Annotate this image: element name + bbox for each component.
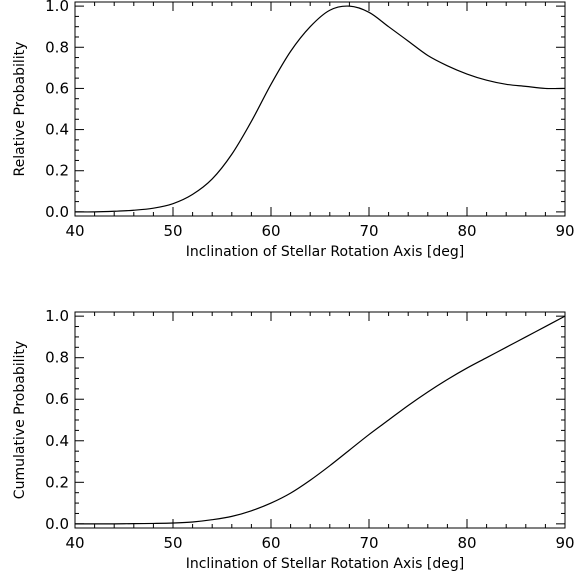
y-axis-title: Relative Probability xyxy=(12,42,28,177)
x-tick-label: 40 xyxy=(65,222,84,240)
x-tick-label: 90 xyxy=(555,222,574,240)
y-tick-label: 0.8 xyxy=(45,38,69,56)
y-tick-label: 0.6 xyxy=(45,390,69,408)
plot-frame xyxy=(74,311,566,529)
x-tick-label: 90 xyxy=(555,534,574,552)
relative-probability-panel: 40 50 60 70 80 90 0.0 0.2 0.4 0.6 0.8 1.0 Inclinatio… xyxy=(12,0,574,260)
x-tick-label: 80 xyxy=(457,534,476,552)
plot-frame xyxy=(74,1,566,217)
y-tick-label: 0.4 xyxy=(45,121,69,139)
y-tick-label: 0.8 xyxy=(45,349,69,367)
y-tick-label: 0.0 xyxy=(45,515,69,533)
y-tick-label: 0.0 xyxy=(45,203,69,221)
x-tick-label: 70 xyxy=(359,222,378,240)
series-line xyxy=(75,315,566,525)
x-tick-label: 50 xyxy=(163,534,182,552)
y-axis-title: Cumulative Probability xyxy=(12,341,28,499)
y-tick-label: 0.2 xyxy=(45,473,69,491)
x-tick-label: 60 xyxy=(261,534,280,552)
cumulative-probability-panel: 40 50 60 70 80 90 0.0 0.2 0.4 0.6 0.8 1.0 Inclinatio… xyxy=(12,307,574,572)
y-tick-label: 0.4 xyxy=(45,432,69,450)
y-tick-label: 0.2 xyxy=(45,162,69,180)
x-tick-label: 60 xyxy=(261,222,280,240)
x-tick-label: 80 xyxy=(457,222,476,240)
x-tick-label: 70 xyxy=(359,534,378,552)
x-tick-label: 50 xyxy=(163,222,182,240)
x-axis-title: Inclination of Stellar Rotation Axis [de… xyxy=(186,244,465,260)
y-tick-label: 0.6 xyxy=(45,79,69,97)
series-line xyxy=(74,5,566,213)
y-tick-label: 1.0 xyxy=(45,0,69,15)
x-tick-label: 40 xyxy=(65,534,84,552)
x-axis-title: Inclination of Stellar Rotation Axis [de… xyxy=(186,556,465,572)
y-tick-label: 1.0 xyxy=(45,307,69,325)
